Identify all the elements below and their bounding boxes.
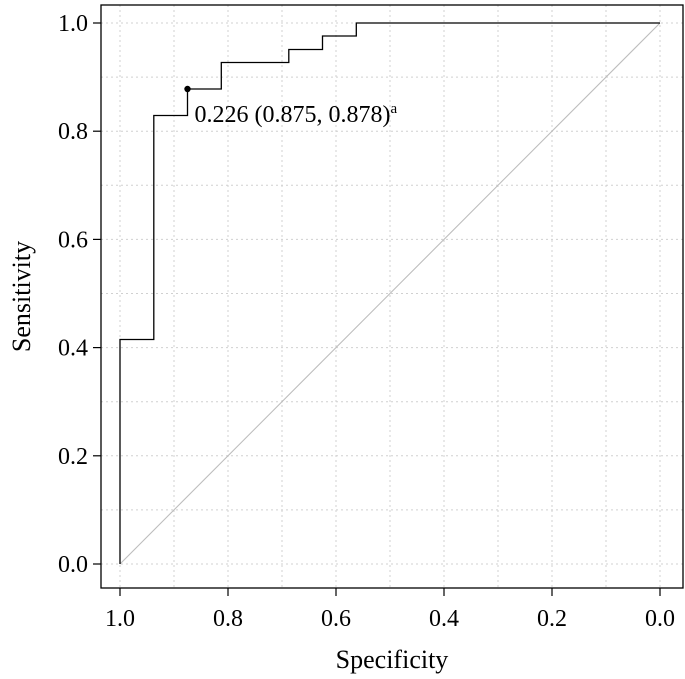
y-axis: 0.0 0.2 0.4 0.6 0.8 1.0 bbox=[58, 11, 101, 578]
y-axis-tick-label: 0.2 bbox=[58, 444, 88, 470]
x-axis-tick-label: 0.4 bbox=[429, 606, 459, 632]
reference-diagonal-line bbox=[119, 22, 661, 565]
y-axis-tick-label: 0.8 bbox=[58, 119, 88, 145]
cutoff-annotation: 0.226 (0.875, 0.878)a bbox=[195, 101, 398, 128]
roc-curve-line bbox=[119, 22, 660, 564]
grid-layer bbox=[101, 5, 683, 588]
plot-frame bbox=[100, 4, 684, 589]
x-axis-title: Specificity bbox=[336, 645, 449, 674]
x-axis-tick-label: 1.0 bbox=[105, 606, 135, 632]
x-axis-tick-label: 0.6 bbox=[321, 606, 351, 632]
y-axis-tick-label: 0.4 bbox=[58, 336, 88, 362]
x-axis: 1.0 0.8 0.6 0.4 0.2 0.0 bbox=[105, 588, 675, 632]
y-axis-tick-label: 0.6 bbox=[58, 227, 88, 253]
x-axis-tick-label: 0.2 bbox=[537, 606, 567, 632]
cutoff-annotation-superscript: a bbox=[390, 101, 397, 117]
y-axis-title: Sensitivity bbox=[7, 241, 36, 352]
y-axis-tick-label: 0.0 bbox=[58, 552, 88, 578]
optimal-cutoff-point bbox=[184, 85, 191, 93]
y-axis-tick-label: 1.0 bbox=[58, 11, 88, 37]
cutoff-annotation-text: 0.226 (0.875, 0.878) bbox=[195, 102, 391, 128]
x-axis-tick-label: 0.0 bbox=[645, 606, 675, 632]
x-axis-tick-label: 0.8 bbox=[213, 606, 243, 632]
